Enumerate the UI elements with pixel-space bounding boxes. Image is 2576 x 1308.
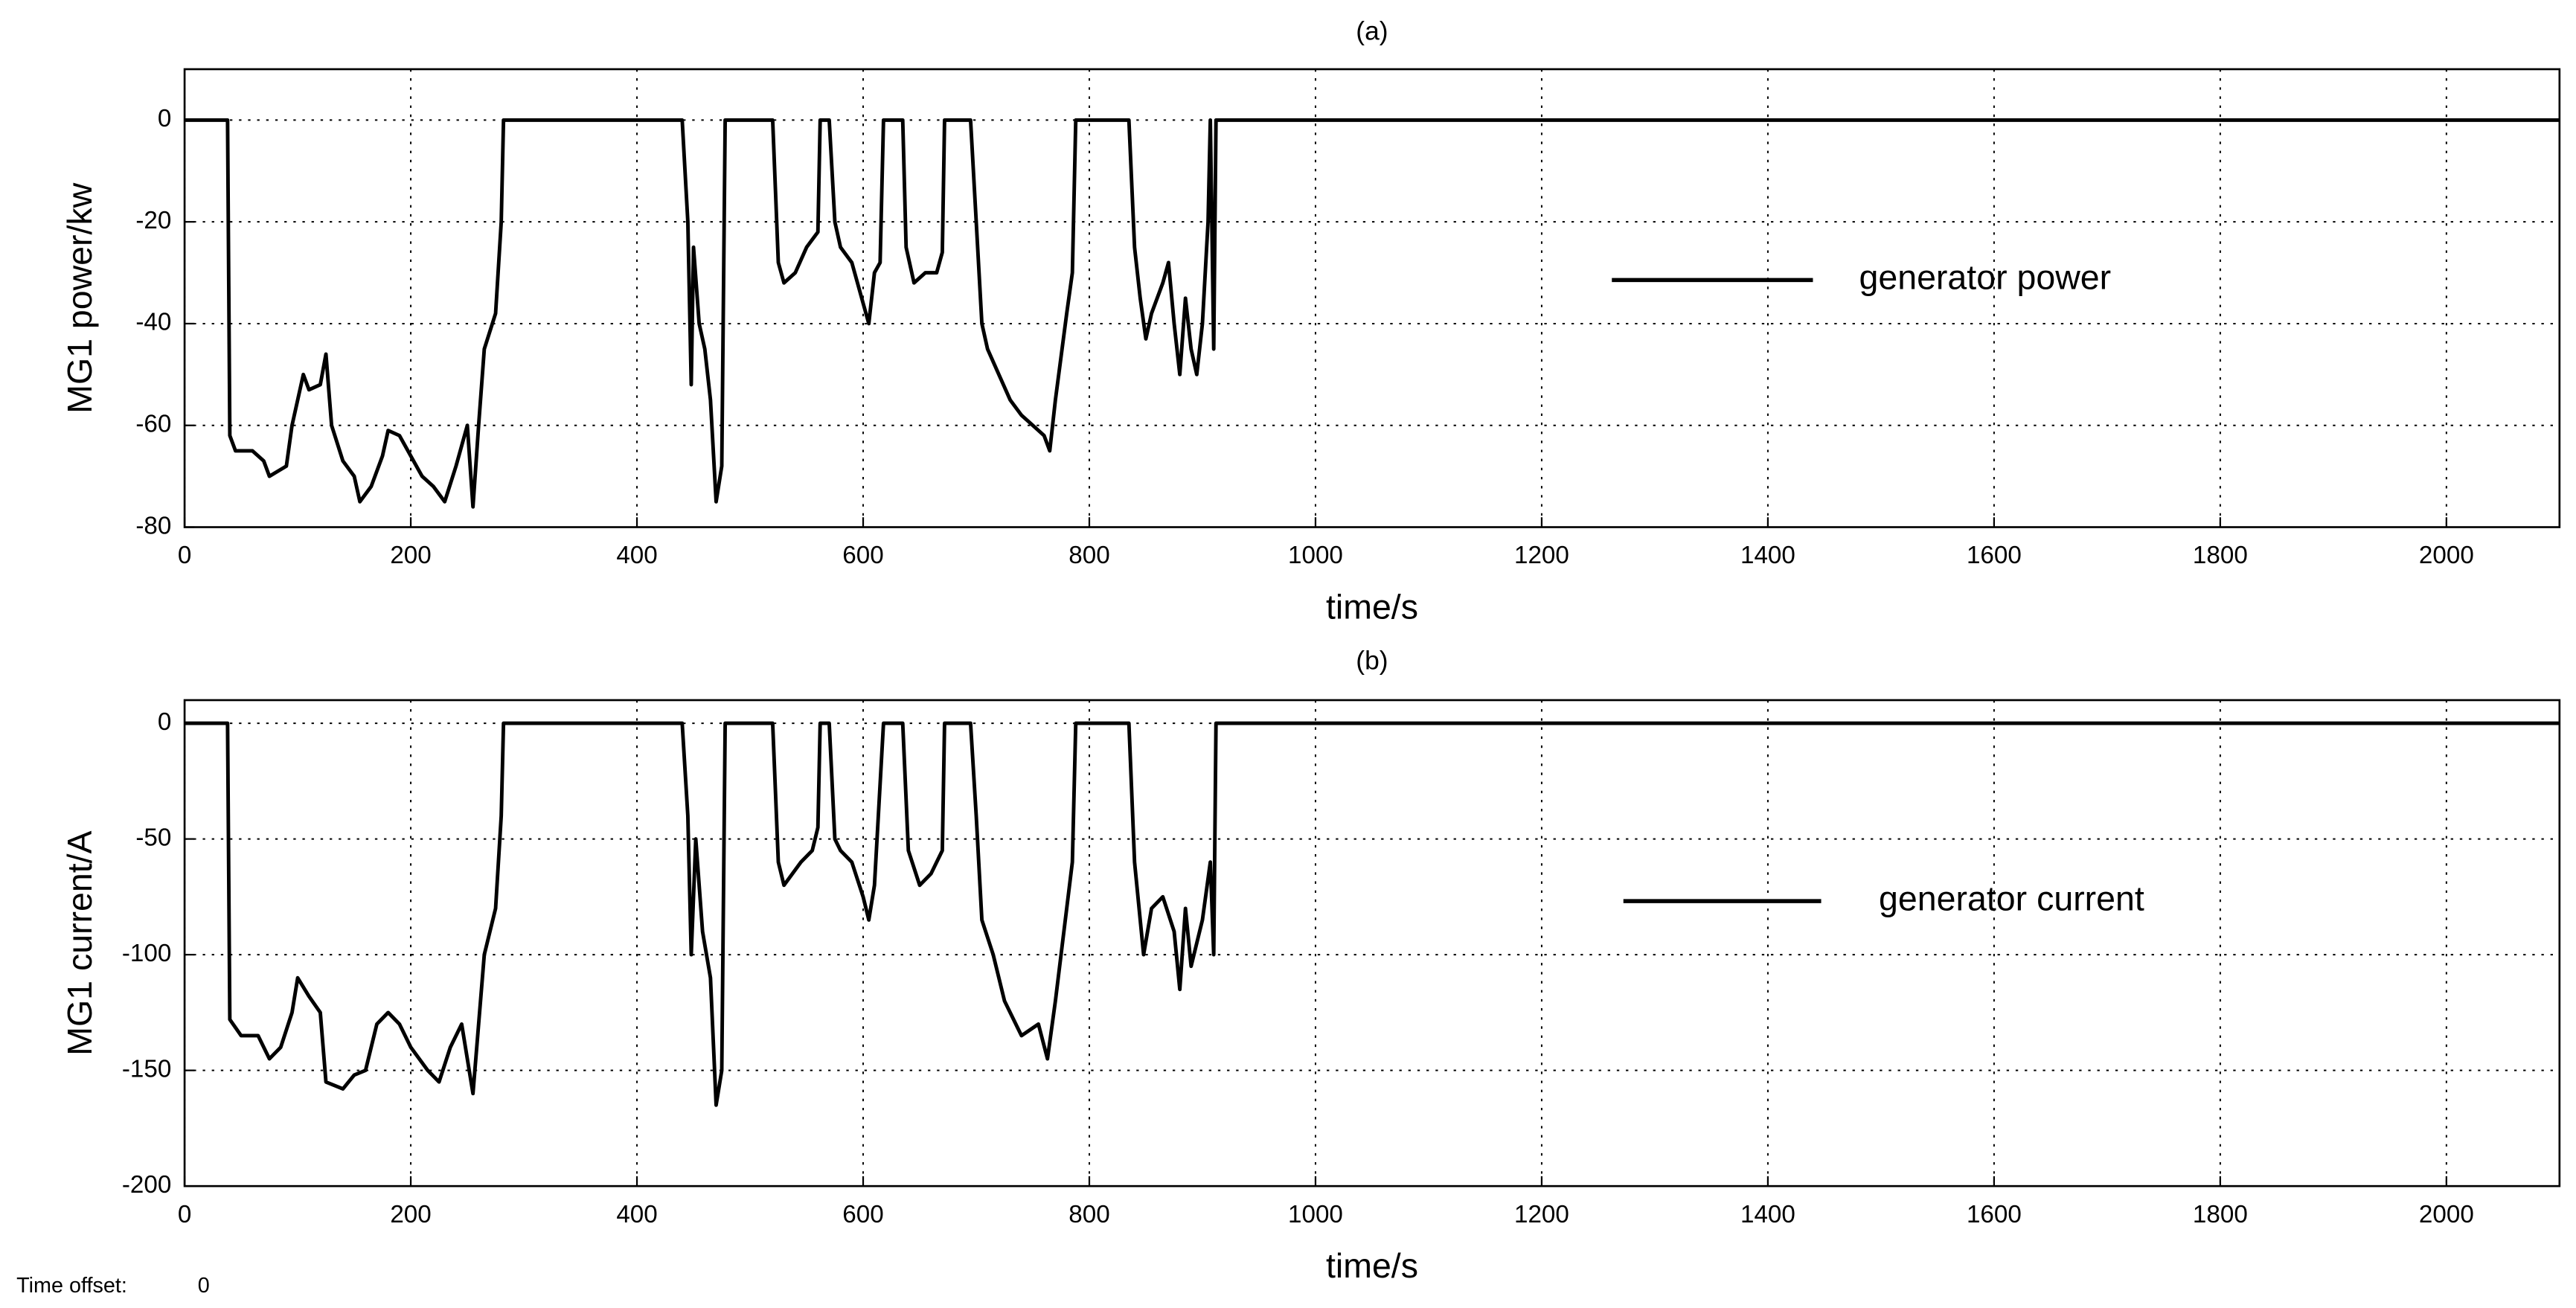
y-axis-label: MG1 power/kw bbox=[60, 182, 99, 413]
time-offset-label: Time offset: bbox=[16, 1274, 127, 1298]
x-tick-label: 1000 bbox=[1288, 1201, 1343, 1228]
y-tick-label: -50 bbox=[135, 824, 171, 851]
x-tick-label: 1400 bbox=[1740, 542, 1795, 569]
x-tick-label: 1600 bbox=[1967, 542, 2022, 569]
x-tick-label: 600 bbox=[842, 542, 883, 569]
chart-title: (a) bbox=[1356, 16, 1388, 46]
data-line bbox=[185, 721, 2560, 1107]
chart-title: (b) bbox=[1356, 645, 1388, 675]
x-tick-label: 2000 bbox=[2419, 1201, 2474, 1228]
plot-area bbox=[185, 68, 2560, 528]
x-tick-label: 200 bbox=[390, 542, 431, 569]
y-tick-label: -60 bbox=[135, 411, 171, 438]
x-tick-label: 800 bbox=[1068, 542, 1109, 569]
y-tick-label: -20 bbox=[135, 207, 171, 234]
x-tick-label: 400 bbox=[616, 1201, 657, 1228]
x-tick-label: 1400 bbox=[1740, 1201, 1795, 1228]
y-tick-label: -40 bbox=[135, 309, 171, 336]
x-tick-label: 400 bbox=[616, 542, 657, 569]
y-tick-label: 0 bbox=[158, 708, 171, 736]
x-tick-label: 1200 bbox=[1514, 542, 1569, 569]
x-axis-label: time/s bbox=[1326, 588, 1418, 626]
data-line bbox=[185, 118, 2560, 509]
y-tick-label: 0 bbox=[158, 105, 171, 132]
x-tick-label: 1200 bbox=[1514, 1201, 1569, 1228]
x-tick-label: 1800 bbox=[2193, 1201, 2248, 1228]
y-tick-label: -200 bbox=[122, 1171, 171, 1199]
plot-area bbox=[185, 699, 2560, 1187]
x-tick-label: 1000 bbox=[1288, 542, 1343, 569]
x-tick-label: 2000 bbox=[2419, 542, 2474, 569]
x-tick-label: 0 bbox=[178, 542, 191, 569]
y-tick-label: -100 bbox=[122, 940, 171, 967]
plot-frame bbox=[183, 68, 2561, 528]
time-offset-value: 0 bbox=[198, 1274, 210, 1298]
x-tick-label: 800 bbox=[1068, 1201, 1109, 1228]
x-tick-label: 0 bbox=[178, 1201, 191, 1228]
legend-label: generator current bbox=[1879, 879, 2144, 917]
x-tick-label: 1800 bbox=[2193, 542, 2248, 569]
x-tick-label: 1600 bbox=[1967, 1201, 2022, 1228]
x-tick-label: 600 bbox=[842, 1201, 883, 1228]
y-tick-label: -80 bbox=[135, 512, 171, 539]
y-tick-label: -150 bbox=[122, 1055, 171, 1083]
plot-frame bbox=[183, 699, 2561, 1187]
x-tick-label: 200 bbox=[390, 1201, 431, 1228]
x-axis-label: time/s bbox=[1326, 1246, 1418, 1285]
y-axis-label: MG1 current/A bbox=[60, 830, 99, 1055]
legend-label: generator power bbox=[1859, 258, 2111, 297]
